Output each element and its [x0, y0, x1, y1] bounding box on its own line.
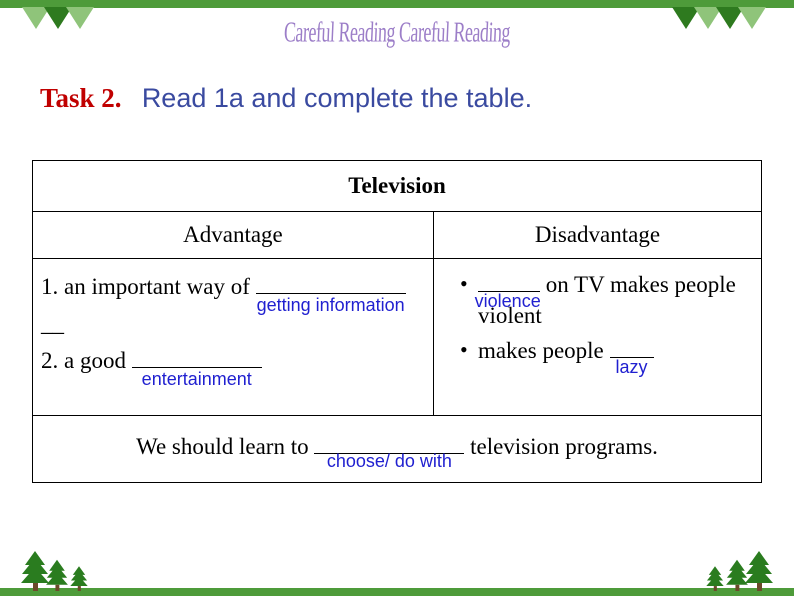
conclusion-prefix: We should learn to	[136, 434, 314, 459]
decor-trees-right	[704, 551, 770, 591]
table-title: Television	[33, 161, 762, 212]
col-header-advantage: Advantage	[33, 212, 434, 259]
col-header-disadvantage: Disadvantage	[433, 212, 761, 259]
task-label: Task 2.	[40, 83, 122, 113]
advantage-cell: 1. an important way of getting informati…	[33, 259, 434, 416]
adv-line2-prefix: 2. a good	[41, 348, 132, 373]
dis-item-2: makes people lazy	[460, 335, 747, 366]
television-table: Television Advantage Disadvantage 1. an …	[32, 160, 762, 483]
disadvantage-cell: violence on TV makes people violent make…	[433, 259, 761, 416]
dis-item2-fill: lazy	[616, 355, 648, 379]
task-instruction: Read 1a and complete the table.	[142, 83, 532, 113]
bottom-border-bar	[0, 588, 794, 596]
dis-item2-prefix: makes people	[478, 338, 610, 363]
task-line: Task 2. Read 1a and complete the table.	[40, 83, 532, 114]
adv-line1-fill: getting information	[257, 291, 405, 320]
conclusion-suffix: television programs.	[464, 434, 658, 459]
conclusion-fill: choose/ do with	[327, 451, 452, 472]
decor-triangles-right	[678, 7, 766, 29]
decor-trees-left	[24, 551, 90, 591]
adv-line1-prefix: 1. an important way of	[41, 274, 256, 299]
conclusion-cell: We should learn to choose/ do with telev…	[33, 416, 762, 483]
decor-triangles-left	[28, 7, 94, 29]
header-decor-text: Careful Reading Careful Reading	[283, 16, 510, 50]
dis-item1-fill: violence	[475, 289, 541, 313]
dis-item-1: violence on TV makes people violent	[460, 269, 747, 331]
adv-line2-fill: entertainment	[142, 365, 252, 394]
